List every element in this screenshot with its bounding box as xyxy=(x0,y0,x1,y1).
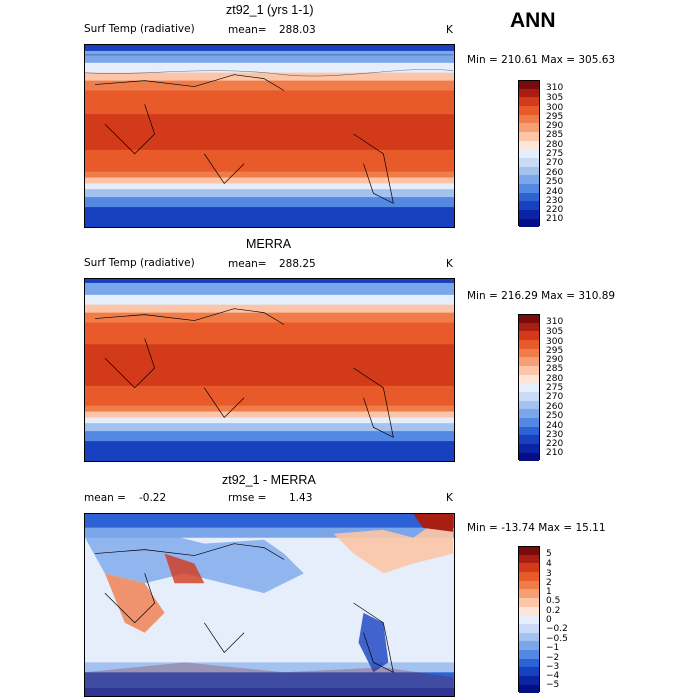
min-max-label: Min = 216.29 Max = 310.89 xyxy=(467,290,616,302)
tick-label: 0.5 xyxy=(546,596,561,606)
tick-label: 260 xyxy=(546,402,564,412)
colorbar-model xyxy=(518,80,540,227)
mean-label: mean= xyxy=(228,258,267,270)
tick-label: −5 xyxy=(546,680,560,690)
tick-label: 260 xyxy=(546,168,564,178)
min-max-label: Min = -13.74 Max = 15.11 xyxy=(467,522,606,534)
panel-title: zt92_1 (yrs 1-1) xyxy=(226,3,314,17)
tick-label: 0.2 xyxy=(546,606,561,616)
tick-label: 240 xyxy=(546,421,564,431)
tick-label: 285 xyxy=(546,364,564,374)
rmse-label: rmse = xyxy=(228,492,267,504)
panel-title: MERRA xyxy=(246,237,292,251)
tick-label: 305 xyxy=(546,327,564,337)
tick-label: 290 xyxy=(546,355,564,365)
tick-label: 290 xyxy=(546,121,564,131)
tick-label: 270 xyxy=(546,158,564,168)
tick-label: 310 xyxy=(546,83,564,93)
map-difference xyxy=(84,513,455,697)
tick-label: −0.5 xyxy=(546,634,568,644)
tick-label: 270 xyxy=(546,392,564,402)
tick-label: 310 xyxy=(546,317,564,327)
tick-label: 305 xyxy=(546,93,564,103)
tick-label: 250 xyxy=(546,411,564,421)
variable-label: Surf Temp (radiative) xyxy=(84,23,195,35)
tick-label: 300 xyxy=(546,337,564,347)
rmse-value: 1.43 xyxy=(289,492,313,504)
mean-label: mean= xyxy=(228,24,267,36)
colorbar-difference xyxy=(518,546,540,693)
tick-label: 210 xyxy=(546,448,564,458)
tick-label: 295 xyxy=(546,346,564,356)
tick-label: 230 xyxy=(546,430,564,440)
tick-label: 280 xyxy=(546,374,564,384)
tick-label: 240 xyxy=(546,187,564,197)
tick-label: 210 xyxy=(546,214,564,224)
tick-label: 295 xyxy=(546,112,564,122)
tick-label: 285 xyxy=(546,130,564,140)
mean-label: mean = xyxy=(84,492,126,504)
unit-label: K xyxy=(446,24,453,36)
tick-label: 2 xyxy=(546,578,552,588)
map-surface-temp-model xyxy=(84,44,455,228)
min-max-label: Min = 210.61 Max = 305.63 xyxy=(467,54,616,66)
variable-label: Surf Temp (radiative) xyxy=(84,257,195,269)
mean-value: 288.03 xyxy=(279,24,316,36)
unit-label: K xyxy=(446,258,453,270)
tick-label: 275 xyxy=(546,149,564,159)
tick-label: 0 xyxy=(546,615,552,625)
tick-label: 280 xyxy=(546,140,564,150)
season-label: ANN xyxy=(510,9,556,32)
tick-label: 230 xyxy=(546,196,564,206)
map-surface-temp-merra xyxy=(84,278,455,462)
tick-label: 1 xyxy=(546,587,552,597)
mean-value: -0.22 xyxy=(139,492,167,504)
mean-value: 288.25 xyxy=(279,258,316,270)
tick-label: −4 xyxy=(546,671,560,681)
tick-label: 275 xyxy=(546,383,564,393)
tick-label: 3 xyxy=(546,569,552,579)
colorbar-merra xyxy=(518,314,540,461)
tick-label: 220 xyxy=(546,205,564,215)
unit-label: K xyxy=(446,492,453,504)
tick-label: 250 xyxy=(546,177,564,187)
panel-title: zt92_1 - MERRA xyxy=(222,473,316,487)
tick-label: −0.2 xyxy=(546,624,568,634)
tick-label: 300 xyxy=(546,103,564,113)
tick-label: −1 xyxy=(546,643,560,653)
tick-label: −2 xyxy=(546,653,560,663)
tick-label: 5 xyxy=(546,549,552,559)
tick-label: 220 xyxy=(546,439,564,449)
tick-label: −3 xyxy=(546,662,560,672)
tick-label: 4 xyxy=(546,559,552,569)
